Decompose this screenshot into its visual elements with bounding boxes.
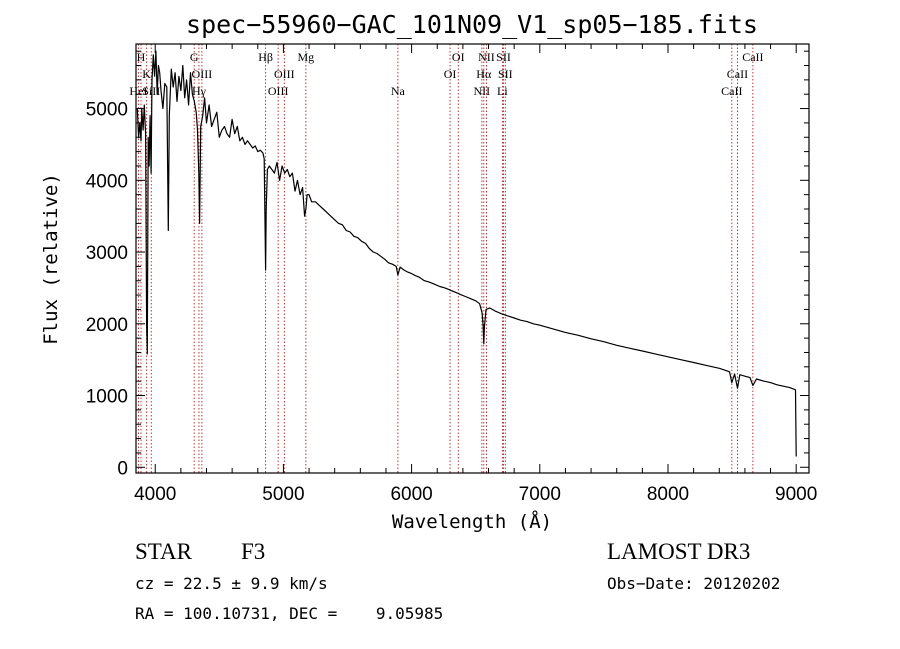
plot-area: 4000 5000 6000 7000 8000 9000 0 1000 2000 3000 400… — [86, 43, 817, 505]
object-class: STAR — [135, 539, 193, 564]
coordinates-text: RA = 100.10731, DEC = 9.05985 — [135, 604, 443, 623]
obs-date-text: Obs−Date: 20120202 — [607, 574, 780, 593]
y-tick-label-1: 1000 — [86, 387, 128, 408]
y-axis-label: Flux (relative) — [40, 173, 62, 345]
line-marker-label-11: Na — [391, 84, 406, 98]
line-marker-label-8: OIII — [274, 67, 295, 81]
line-marker-label-5: OIII — [192, 67, 213, 81]
line-marker-label-7: Hβ — [258, 50, 273, 64]
line-marker-label-12: OI — [452, 50, 465, 64]
line-marker-label-9: OIII — [268, 84, 289, 98]
spectral-line-markers — [137, 44, 754, 473]
x-tick-label-2: 6000 — [390, 484, 432, 505]
line-marker-label-2: HeI — [129, 84, 147, 98]
line-marker-label-21: CaII — [727, 67, 748, 81]
redshift-text: cz = 22.5 ± 9.9 km/s — [135, 574, 328, 593]
y-tick-label-4: 4000 — [86, 171, 128, 192]
line-marker-label-18: NII — [474, 84, 491, 98]
line-marker-label-19: Li — [497, 84, 508, 98]
x-tick-label-1: 5000 — [262, 484, 304, 505]
axis-ticks: 4000 5000 6000 7000 8000 9000 0 1000 2000 3000 400… — [86, 44, 817, 505]
line-marker-label-1: K — [142, 67, 151, 81]
line-marker-label-3: SiII — [142, 84, 160, 98]
line-marker-label-20: CaII — [742, 50, 763, 64]
line-marker-label-15: SII — [496, 50, 511, 64]
line-marker-label-17: SII — [498, 67, 513, 81]
flux-series-line — [136, 50, 797, 457]
line-marker-label-14: NII — [478, 50, 495, 64]
line-marker-label-6: Hγ — [192, 84, 207, 98]
y-tick-label-0: 0 — [117, 458, 128, 479]
x-tick-label-5: 9000 — [775, 484, 817, 505]
line-marker-label-22: CaII — [721, 84, 742, 98]
x-axis-label: Wavelength (Å) — [392, 510, 552, 533]
line-marker-label-4: G — [190, 50, 199, 64]
x-tick-label-3: 7000 — [519, 484, 561, 505]
line-marker-label-13: OI — [444, 67, 457, 81]
y-tick-label-3: 3000 — [86, 243, 128, 264]
info-panel: STAR F3 LAMOST DR3 cz = 22.5 ± 9.9 km/s … — [135, 539, 780, 623]
line-marker-label-0: H — [137, 50, 146, 64]
object-subclass: F3 — [241, 539, 265, 564]
x-tick-label-4: 8000 — [647, 484, 689, 505]
y-tick-label-2: 2000 — [86, 315, 128, 336]
y-tick-label-5: 5000 — [86, 100, 128, 121]
plot-frame — [135, 43, 810, 474]
x-tick-label-0: 4000 — [134, 484, 176, 505]
chart-title: spec−55960−GAC_101N09_V1_sp05−185.fits — [186, 10, 758, 39]
line-marker-label-16: Hα — [476, 67, 492, 81]
line-marker-label-10: Mg — [298, 50, 315, 64]
survey-name: LAMOST DR3 — [607, 539, 750, 564]
